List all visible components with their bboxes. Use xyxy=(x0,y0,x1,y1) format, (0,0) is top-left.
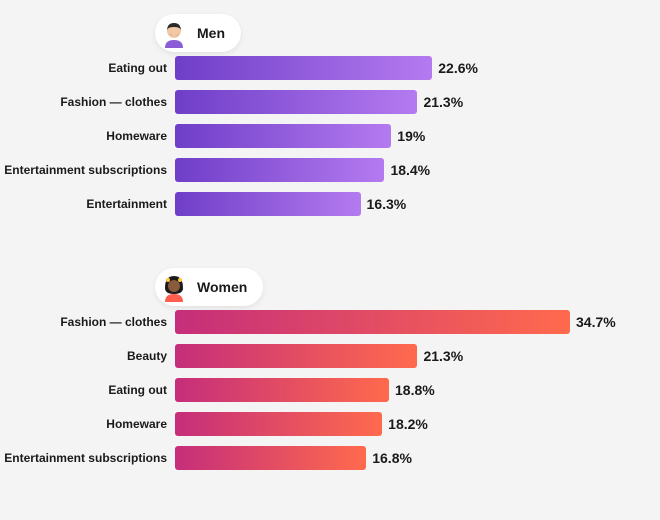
value-label: 18.2% xyxy=(388,416,428,432)
category-label: Entertainment xyxy=(0,197,175,211)
bar-track: 16.8% xyxy=(175,446,660,470)
value-label: 19% xyxy=(397,128,425,144)
bar xyxy=(175,344,417,368)
category-label: Homeware xyxy=(0,129,175,143)
women-row: Beauty 21.3% xyxy=(0,344,660,368)
bar xyxy=(175,90,417,114)
value-label: 16.3% xyxy=(367,196,407,212)
bar-track: 21.3% xyxy=(175,344,660,368)
category-label: Entertainment subscriptions xyxy=(0,451,175,465)
value-label: 22.6% xyxy=(438,60,478,76)
bar xyxy=(175,124,391,148)
category-label: Eating out xyxy=(0,383,175,397)
man-icon xyxy=(159,18,189,48)
men-row: Entertainment 16.3% xyxy=(0,192,660,216)
value-label: 18.4% xyxy=(390,162,430,178)
woman-icon xyxy=(159,272,189,302)
women-badge-label: Women xyxy=(197,279,247,295)
bar xyxy=(175,56,432,80)
women-row: Entertainment subscriptions 16.8% xyxy=(0,446,660,470)
women-row: Homeware 18.2% xyxy=(0,412,660,436)
category-label: Beauty xyxy=(0,349,175,363)
bar xyxy=(175,310,570,334)
category-label: Entertainment subscriptions xyxy=(0,163,175,177)
category-label: Fashion — clothes xyxy=(0,315,175,329)
bar xyxy=(175,446,366,470)
category-label: Homeware xyxy=(0,417,175,431)
bar-track: 22.6% xyxy=(175,56,660,80)
bar-track: 34.7% xyxy=(175,310,660,334)
bar xyxy=(175,412,382,436)
bar-track: 18.4% xyxy=(175,158,660,182)
men-badge-label: Men xyxy=(197,25,225,41)
value-label: 16.8% xyxy=(372,450,412,466)
value-label: 34.7% xyxy=(576,314,616,330)
men-row: Eating out 22.6% xyxy=(0,56,660,80)
women-badge: Women xyxy=(155,268,263,306)
value-label: 21.3% xyxy=(423,348,463,364)
value-label: 21.3% xyxy=(423,94,463,110)
bar-track: 19% xyxy=(175,124,660,148)
bar xyxy=(175,378,389,402)
bar xyxy=(175,192,361,216)
men-row: Entertainment subscriptions 18.4% xyxy=(0,158,660,182)
bar-track: 18.8% xyxy=(175,378,660,402)
category-label: Fashion — clothes xyxy=(0,95,175,109)
men-row: Fashion — clothes 21.3% xyxy=(0,90,660,114)
bar xyxy=(175,158,384,182)
bar-track: 16.3% xyxy=(175,192,660,216)
value-label: 18.8% xyxy=(395,382,435,398)
women-row: Fashion — clothes 34.7% xyxy=(0,310,660,334)
bar-track: 18.2% xyxy=(175,412,660,436)
men-badge: Men xyxy=(155,14,241,52)
category-label: Eating out xyxy=(0,61,175,75)
women-row: Eating out 18.8% xyxy=(0,378,660,402)
bar-track: 21.3% xyxy=(175,90,660,114)
men-row: Homeware 19% xyxy=(0,124,660,148)
